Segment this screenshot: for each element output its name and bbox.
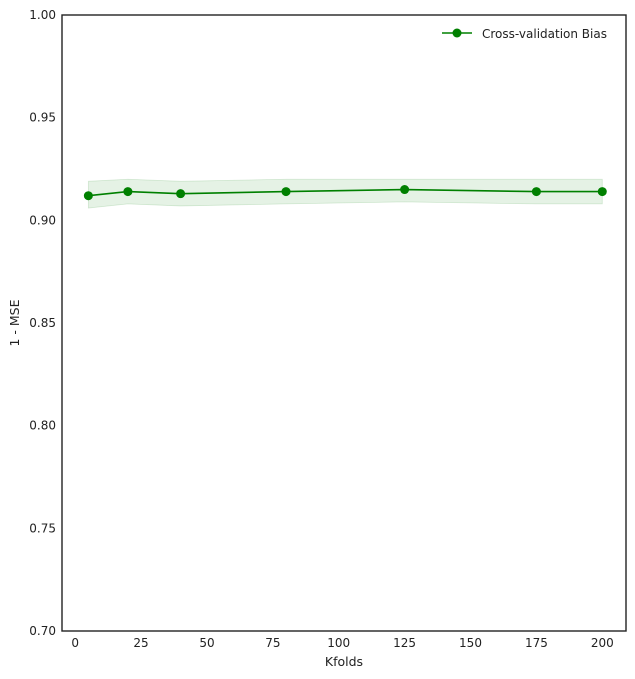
legend: Cross-validation Bias bbox=[442, 27, 607, 41]
y-tick-label: 0.95 bbox=[29, 111, 56, 125]
x-tick-label: 125 bbox=[393, 636, 416, 650]
y-tick-label: 0.80 bbox=[29, 419, 56, 433]
y-tick-label: 0.75 bbox=[29, 521, 56, 535]
x-tick-label: 100 bbox=[327, 636, 350, 650]
x-tick-label: 25 bbox=[133, 636, 148, 650]
data-point bbox=[176, 189, 186, 199]
data-point bbox=[83, 191, 93, 201]
x-tick-label: 150 bbox=[459, 636, 482, 650]
x-axis-label: Kfolds bbox=[325, 654, 363, 669]
data-point bbox=[531, 187, 541, 197]
series-band bbox=[87, 178, 603, 209]
y-axis-ticks: 0.70 0.75 0.80 0.85 0.90 0.95 1.00 bbox=[29, 8, 56, 638]
data-point bbox=[400, 185, 410, 195]
x-tick-label: 50 bbox=[199, 636, 214, 650]
band-layer bbox=[87, 178, 603, 209]
x-tick-label: 0 bbox=[71, 636, 79, 650]
y-axis-label: 1 - MSE bbox=[7, 299, 22, 346]
marker-layer bbox=[83, 185, 607, 201]
data-point bbox=[597, 187, 607, 197]
x-tick-label: 175 bbox=[525, 636, 548, 650]
y-tick-label: 1.00 bbox=[29, 8, 56, 22]
plot-frame bbox=[61, 14, 627, 632]
legend-label: Cross-validation Bias bbox=[482, 27, 607, 41]
x-tick-label: 200 bbox=[591, 636, 614, 650]
y-tick-label: 0.70 bbox=[29, 624, 56, 638]
legend-marker-swatch bbox=[452, 28, 462, 38]
data-point bbox=[123, 187, 133, 197]
y-tick-label: 0.85 bbox=[29, 316, 56, 330]
x-tick-label: 75 bbox=[265, 636, 280, 650]
y-tick-label: 0.90 bbox=[29, 213, 56, 227]
x-axis-ticks: 0 25 50 75 100 125 150 175 200 bbox=[71, 636, 613, 650]
data-point bbox=[281, 187, 291, 197]
